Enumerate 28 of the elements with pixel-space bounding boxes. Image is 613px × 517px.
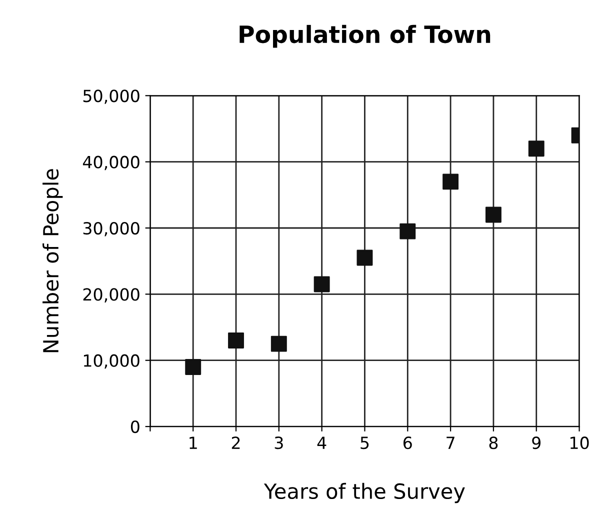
x-tick-label: 4: [317, 436, 326, 449]
point: [356, 250, 373, 266]
x-tick-label: 7: [446, 436, 454, 449]
x-tick-label: 2: [232, 436, 240, 449]
point: [314, 276, 330, 292]
point: [270, 336, 287, 352]
point: [185, 358, 202, 375]
point: [228, 332, 244, 348]
y-tick-label: 50,000: [83, 90, 140, 104]
x-tick-label: 3: [274, 436, 283, 450]
x-tick-label: 8: [489, 436, 498, 450]
point: [442, 174, 459, 190]
y-tick-label: 40,000: [82, 156, 140, 170]
x-tick-label: 10: [570, 436, 589, 450]
y-tick-label: 20,000: [83, 288, 140, 302]
chart-title: Population of Town: [240, 24, 490, 48]
x-tick-label: 9: [532, 436, 541, 450]
point: [400, 223, 416, 240]
x-tick-label: 1: [190, 436, 197, 449]
x-tick-label: 5: [360, 436, 369, 450]
point: [528, 140, 544, 157]
x-tick-label: 6: [404, 436, 412, 450]
x-axis-title: Years of the Survey: [264, 482, 465, 504]
point: [485, 206, 502, 223]
y-tick-label: 10,000: [84, 354, 140, 369]
y-tick-label: 30,000: [83, 222, 140, 236]
y-axis-title: Number of People: [42, 169, 63, 352]
y-tick-label: 0: [130, 420, 140, 434]
